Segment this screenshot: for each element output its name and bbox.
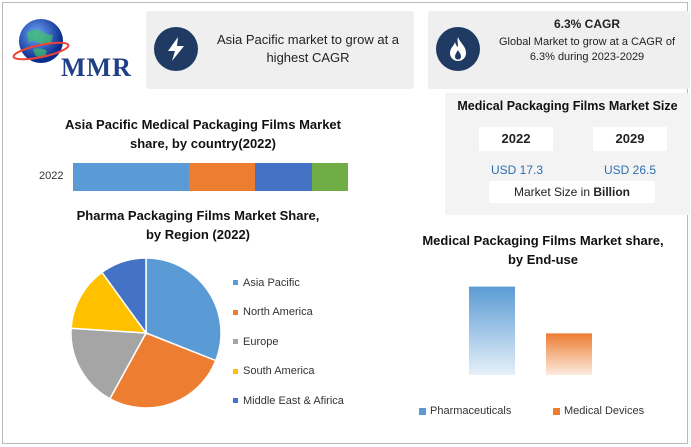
stacked-bar-segment-2 — [188, 163, 255, 191]
cagr-text: Global Market to grow at a CAGR of 6.3% … — [498, 36, 676, 63]
cagr-callout: 6.3% CAGR Global Market to grow at a CAG… — [428, 11, 690, 89]
cagr-heading: 6.3% CAGR — [553, 17, 621, 31]
stacked-bar-segment-3 — [254, 163, 313, 191]
stacked-bar — [73, 163, 348, 191]
unit-prefix: Market Size in — [513, 185, 594, 199]
country-share-title: Asia Pacific Medical Packaging Films Mar… — [64, 117, 341, 151]
market-size-value-2029: USD 26.5 — [603, 163, 657, 177]
legend-label: Medical Devices — [564, 405, 645, 417]
globe-icon — [12, 19, 70, 63]
pie-slice-asia-pacific — [145, 257, 222, 362]
pie-legend-item: Asia Pacific — [233, 268, 344, 298]
legend-label: Pharmaceuticals — [430, 405, 512, 417]
region-share-title: Pharma Packaging Films Market Share, by … — [76, 208, 320, 242]
legend-label: Middle East & Afirica — [243, 394, 344, 407]
stacked-bar-segment-1 — [73, 163, 189, 191]
mmr-logo: MMR — [11, 13, 141, 82]
flame-icon — [436, 27, 480, 71]
stacked-bar-category-label: 2022 — [39, 170, 64, 182]
market-size-panel: Medical Packaging Films Market Size 2022… — [445, 93, 690, 215]
legend-swatch — [233, 280, 238, 286]
end-use-title: Medical Packaging Films Market share, by… — [422, 233, 664, 267]
legend-swatch — [419, 407, 426, 415]
market-size-title: Medical Packaging Films Market Size — [457, 99, 678, 113]
stacked-bar-segment-4 — [312, 163, 348, 191]
region-pie-chart — [70, 257, 222, 409]
legend-swatch — [553, 407, 560, 415]
logo-text: MMR — [61, 53, 132, 82]
legend-swatch — [233, 398, 238, 404]
legend-pharmaceuticals: Pharmaceuticals — [419, 405, 511, 417]
end-use-bar-chart — [469, 286, 592, 375]
legend-swatch — [233, 339, 238, 345]
legend-swatch — [233, 368, 238, 374]
legend-label: South America — [243, 365, 315, 378]
lightning-icon — [154, 27, 198, 71]
pie-legend-item: Europe — [233, 327, 344, 357]
callout1-text: Asia Pacific market to grow at a highest… — [216, 32, 400, 65]
legend-label: Europe — [243, 335, 279, 348]
end-use-bar-pharmaceuticals — [469, 286, 515, 375]
legend-label: Asia Pacific — [243, 276, 300, 289]
unit-bold: Billion — [593, 185, 631, 199]
legend-swatch — [233, 309, 238, 315]
asia-pacific-callout: Asia Pacific market to grow at a highest… — [146, 11, 414, 89]
market-size-year-2022: 2022 — [479, 127, 553, 151]
pie-legend-item: South America — [233, 357, 344, 387]
pie-legend: Asia Pacific North America Europe South Ame… — [233, 268, 344, 416]
pie-slice-middle-east-afirica — [100, 257, 147, 336]
market-size-year-2029: 2029 — [593, 127, 667, 151]
market-size-unit: Market Size in Billion — [489, 181, 655, 203]
pie-legend-item: North America — [233, 298, 344, 328]
pie-legend-item: Middle East & Afirica — [233, 386, 344, 416]
pie-slice-europe — [70, 327, 148, 400]
pie-slice-south-america — [70, 271, 148, 334]
legend-label: North America — [243, 306, 313, 319]
end-use-bar-medical-devices — [546, 333, 592, 375]
legend-medical-devices: Medical Devices — [553, 405, 644, 417]
market-size-value-2022: USD 17.3 — [490, 163, 544, 177]
